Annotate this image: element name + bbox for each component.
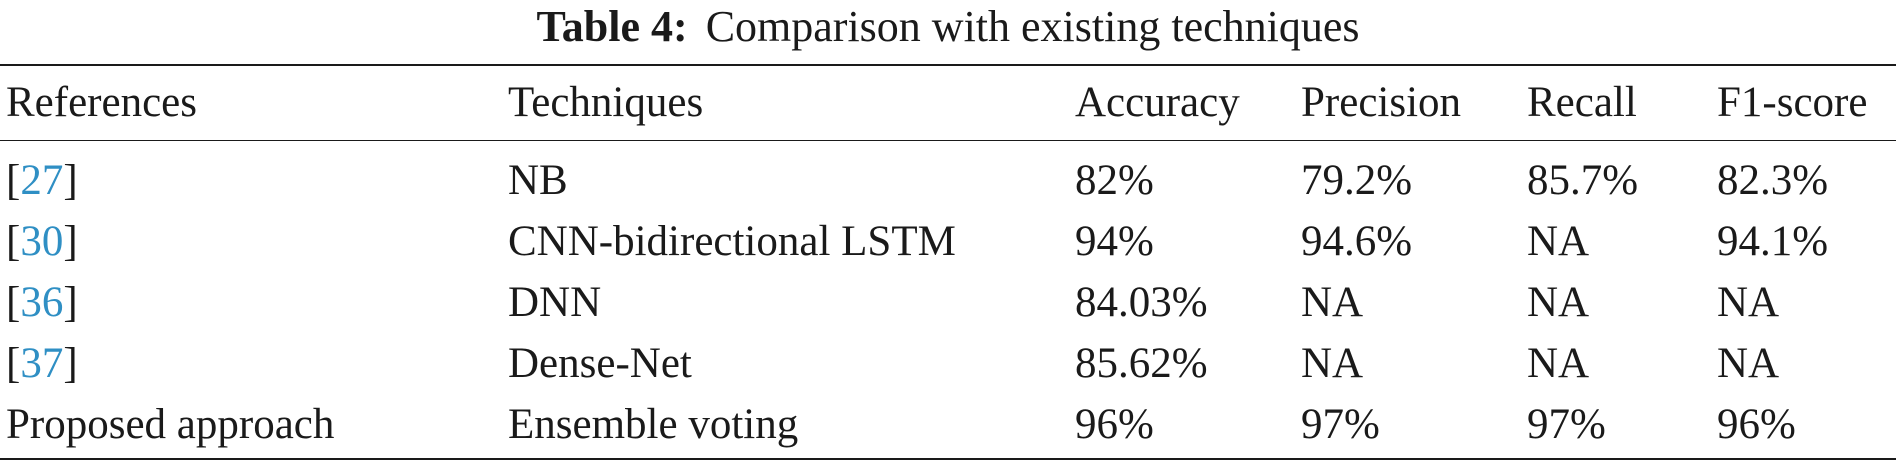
bottom-rule xyxy=(0,458,1896,460)
header-accuracy: Accuracy xyxy=(1075,79,1240,126)
table-caption: Table 4: Comparison with existing techniq… xyxy=(0,0,1896,52)
f1-score-cell: 96% xyxy=(1717,401,1796,448)
precision-cell: 97% xyxy=(1301,401,1380,448)
ref-bracket-open: [ xyxy=(6,340,21,387)
table-body: [27] NB 82% 79.2% 85.7% 82.3% [30] CNN-b… xyxy=(0,140,1896,455)
f1-score-cell: 94.1% xyxy=(1717,218,1829,265)
table-caption-text: Comparison with existing techniques xyxy=(705,2,1360,51)
reference-link[interactable]: 27 xyxy=(20,157,64,204)
reference-cell: [30] xyxy=(0,211,502,272)
table-row: [37] Dense-Net 85.62% NA NA NA xyxy=(0,333,1896,394)
table-header: References Techniques Accuracy Precision… xyxy=(0,66,1896,140)
accuracy-cell: 94% xyxy=(1075,218,1154,265)
technique-cell: Dense-Net xyxy=(508,340,692,387)
ref-bracket-close: ] xyxy=(63,157,78,204)
recall-cell: NA xyxy=(1527,340,1590,387)
table-caption-label: Table 4: xyxy=(536,2,688,51)
f1-score-cell: 82.3% xyxy=(1717,157,1829,204)
recall-cell: 97% xyxy=(1527,401,1606,448)
recall-cell: NA xyxy=(1527,218,1590,265)
precision-cell: 79.2% xyxy=(1301,157,1413,204)
header-precision: Precision xyxy=(1301,79,1462,126)
comparison-table: References Techniques Accuracy Precision… xyxy=(0,66,1896,455)
ref-bracket-close: ] xyxy=(63,218,78,265)
reference-cell: [37] xyxy=(0,333,502,394)
reference-cell: [36] xyxy=(0,272,502,333)
header-techniques: Techniques xyxy=(508,79,704,126)
table-row: [30] CNN-bidirectional LSTM 94% 94.6% NA… xyxy=(0,211,1896,272)
technique-cell: CNN-bidirectional LSTM xyxy=(508,218,956,265)
precision-cell: NA xyxy=(1301,279,1364,326)
header-row: References Techniques Accuracy Precision… xyxy=(0,66,1896,140)
ref-bracket-open: [ xyxy=(6,218,21,265)
top-rule xyxy=(0,64,1896,66)
table-row: [36] DNN 84.03% NA NA NA xyxy=(0,272,1896,333)
accuracy-cell: 85.62% xyxy=(1075,340,1208,387)
header-recall: Recall xyxy=(1527,79,1637,126)
header-rule xyxy=(0,140,1896,141)
table-row: Proposed approach Ensemble voting 96% 97… xyxy=(0,394,1896,455)
recall-cell: NA xyxy=(1527,279,1590,326)
recall-cell: 85.7% xyxy=(1527,157,1639,204)
technique-cell: NB xyxy=(508,157,568,204)
reference-cell: Proposed approach xyxy=(6,401,335,448)
precision-cell: 94.6% xyxy=(1301,218,1413,265)
ref-bracket-open: [ xyxy=(6,279,21,326)
reference-cell: [27] xyxy=(0,140,502,211)
f1-score-cell: NA xyxy=(1717,340,1780,387)
header-references: References xyxy=(6,79,197,126)
header-f1-score: F1-score xyxy=(1717,79,1868,126)
accuracy-cell: 84.03% xyxy=(1075,279,1208,326)
reference-link[interactable]: 30 xyxy=(20,218,64,265)
accuracy-cell: 96% xyxy=(1075,401,1154,448)
reference-link[interactable]: 37 xyxy=(20,340,64,387)
technique-cell: Ensemble voting xyxy=(508,401,799,448)
ref-bracket-open: [ xyxy=(6,157,21,204)
accuracy-cell: 82% xyxy=(1075,157,1154,204)
reference-link[interactable]: 36 xyxy=(20,279,64,326)
ref-bracket-close: ] xyxy=(63,279,78,326)
ref-bracket-close: ] xyxy=(63,340,78,387)
table-row: [27] NB 82% 79.2% 85.7% 82.3% xyxy=(0,140,1896,211)
technique-cell: DNN xyxy=(508,279,602,326)
precision-cell: NA xyxy=(1301,340,1364,387)
f1-score-cell: NA xyxy=(1717,279,1780,326)
